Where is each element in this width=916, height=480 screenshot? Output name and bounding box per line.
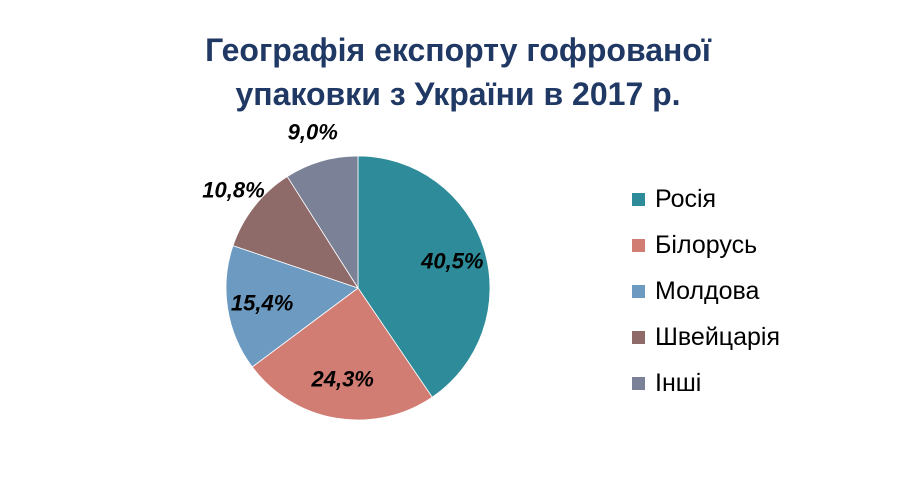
legend-swatch <box>632 376 645 390</box>
legend-item-3: Молдова <box>632 268 780 314</box>
chart-legend: Росія Білорусь Молдова Швейцарія Інші <box>632 176 780 406</box>
legend-label: Швейцарія <box>655 322 780 351</box>
pie-slice-4 <box>232 175 359 289</box>
legend-swatch <box>632 330 645 344</box>
data-label-3: 15,4% <box>231 290 293 315</box>
legend-swatch <box>632 238 645 252</box>
legend-label: Інші <box>655 368 702 397</box>
chart-title-line-1: Географія експорту гофрованої <box>205 32 711 68</box>
data-label-1: 40,5% <box>420 248 483 273</box>
legend-item-2: Білорусь <box>632 222 780 268</box>
data-label-4: 10,8% <box>202 178 264 203</box>
legend-label: Білорусь <box>655 230 758 259</box>
pie-slice-1 <box>357 155 491 398</box>
pie-slice-3 <box>225 245 359 368</box>
data-label-5: 9,0% <box>288 120 338 145</box>
legend-swatch <box>632 192 645 206</box>
data-label-2: 24,3% <box>310 367 373 392</box>
chart-title-line-2: упаковки з України в 2017 р. <box>235 76 681 112</box>
legend-item-4: Швейцарія <box>632 314 780 360</box>
legend-label: Молдова <box>655 276 760 305</box>
legend-label: Росія <box>655 184 717 213</box>
legend-item-5: Інші <box>632 360 780 406</box>
pie-slice-5 <box>286 155 359 290</box>
pie-slice-2 <box>251 287 433 421</box>
legend-item-1: Росія <box>632 176 780 222</box>
chart-title: Географія експорту гофрованої упаковки з… <box>0 28 916 116</box>
legend-swatch <box>632 284 645 298</box>
